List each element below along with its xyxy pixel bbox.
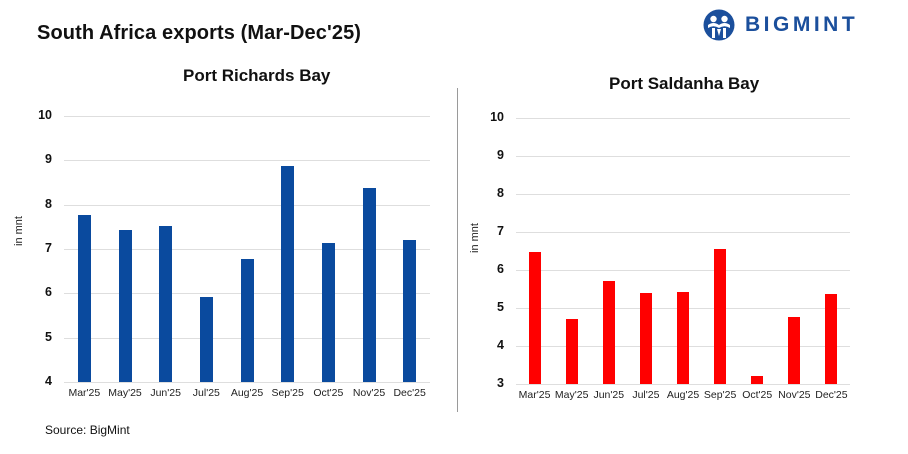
y-tick-label: 4 (497, 338, 504, 352)
x-tick-label: Aug'25 (230, 387, 264, 399)
x-tick-label: Mar'25 (518, 389, 551, 401)
y-tick-label: 5 (497, 300, 504, 314)
y-tick-label: 7 (497, 224, 504, 238)
y-tick-label: 3 (497, 376, 504, 390)
bar-dec25 (403, 240, 417, 382)
y-tick-label: 5 (45, 329, 52, 344)
y-tick-label: 10 (490, 110, 504, 124)
bar-oct25 (751, 376, 764, 384)
x-tick-label: Dec'25 (815, 389, 848, 401)
bar-sep25 (714, 249, 727, 384)
chart-divider (457, 88, 458, 412)
bar-sep25 (281, 166, 295, 382)
bar-nov25 (362, 188, 376, 382)
x-tick-label: Oct'25 (313, 387, 344, 399)
bar-aug25 (677, 292, 689, 384)
x-tick-label: Jun'25 (150, 387, 181, 399)
bar-mar25 (528, 252, 541, 384)
bigmint-logo: BIGMINT (703, 9, 858, 41)
x-tick-label: Oct'25 (742, 389, 773, 401)
page-title: South Africa exports (Mar-Dec'25) (37, 22, 362, 44)
y-axis-label-right: in mnt (468, 223, 481, 253)
x-tick-label: May'25 (108, 387, 142, 399)
bar-mar25 (77, 214, 91, 382)
chart-title-richards-bay: Port Richards Bay (183, 66, 331, 85)
richards-bay-plot-area: 4 5 6 7 8 9 10 Mar'25 May'25 Jun'25 Jul'25 Aug'25 Se… (38, 108, 430, 399)
bigmint-people-icon (703, 9, 735, 41)
x-tick-label: Nov'25 (778, 389, 811, 401)
bar-may25 (118, 229, 132, 382)
gridline (516, 194, 850, 195)
x-tick-label: Jul'25 (192, 387, 220, 399)
gridline (64, 160, 430, 162)
bar-jun25 (602, 281, 615, 384)
bar-jun25 (159, 225, 173, 382)
gridline (516, 156, 850, 157)
gridline (516, 270, 850, 271)
bar-nov25 (788, 317, 801, 384)
gridline (64, 382, 430, 383)
y-tick-label: 6 (45, 285, 52, 300)
x-tick-label: May'25 (554, 389, 589, 401)
gridline (64, 116, 430, 117)
x-tick-label: Dec'25 (393, 387, 426, 399)
bar-jul25 (199, 296, 213, 382)
gridline (516, 118, 850, 119)
x-tick-label: Jul'25 (632, 389, 660, 401)
bar-dec25 (825, 293, 838, 384)
y-tick-label: 7 (45, 241, 52, 255)
y-tick-label: 9 (45, 152, 52, 167)
y-tick-label: 10 (38, 108, 52, 122)
x-tick-label: Aug'25 (666, 389, 700, 401)
logo-text: BIGMINT (745, 13, 859, 36)
gridline (516, 232, 850, 233)
chart-title-saldanha-bay: Port Saldanha Bay (609, 74, 760, 93)
bar-aug25 (240, 258, 254, 382)
x-tick-label: Sep'25 (271, 387, 304, 399)
y-tick-label: 8 (45, 196, 52, 211)
gridline (516, 384, 850, 385)
source-note: Source: BigMint (45, 423, 130, 437)
saldanha-bay-plot-area: 3 4 5 6 7 8 9 10 Mar'25 May'25 Jun'25 Jul'25 Aug'25 S… (490, 110, 850, 401)
bar-jul25 (639, 293, 652, 384)
x-tick-label: Mar'25 (68, 387, 101, 399)
y-tick-label: 6 (497, 262, 504, 276)
x-tick-label: Jun'25 (593, 389, 625, 401)
y-tick-label: 8 (497, 186, 504, 200)
gridline (64, 204, 430, 206)
y-axis-label-left: in mnt (12, 216, 25, 246)
y-tick-label: 9 (497, 148, 504, 162)
x-tick-label: Nov'25 (352, 387, 386, 399)
x-tick-label: Sep'25 (703, 389, 737, 401)
bar-may25 (565, 319, 578, 384)
bar-oct25 (321, 243, 335, 382)
gridline (64, 249, 430, 250)
y-tick-label: 4 (45, 374, 52, 388)
